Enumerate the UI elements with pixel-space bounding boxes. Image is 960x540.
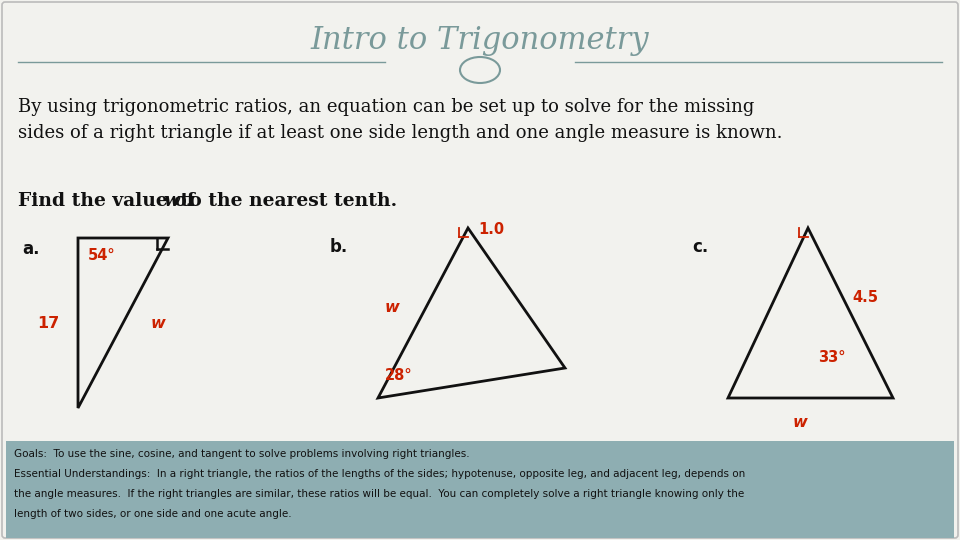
Text: b.: b.	[330, 238, 348, 256]
Text: the angle measures.  If the right triangles are similar, these ratios will be eq: the angle measures. If the right triangl…	[14, 489, 744, 499]
Text: w: w	[793, 415, 807, 430]
Text: w: w	[163, 192, 180, 210]
Bar	[6, 441, 954, 538]
Text: w: w	[385, 300, 399, 315]
Text: 33°: 33°	[818, 350, 846, 366]
Text: 28°: 28°	[385, 368, 413, 382]
Text: w: w	[151, 315, 165, 330]
Text: c.: c.	[692, 238, 708, 256]
Text: length of two sides, or one side and one acute angle.: length of two sides, or one side and one…	[14, 509, 292, 519]
Text: to the nearest tenth.: to the nearest tenth.	[174, 192, 397, 210]
Text: 54°: 54°	[88, 248, 115, 263]
Text: Find the value of: Find the value of	[18, 192, 202, 210]
Text: 4.5: 4.5	[852, 291, 878, 306]
Text: 17: 17	[36, 315, 60, 330]
Text: By using trigonometric ratios, an equation can be set up to solve for the missin: By using trigonometric ratios, an equati…	[18, 98, 782, 141]
Text: Essential Understandings:  In a right triangle, the ratios of the lengths of the: Essential Understandings: In a right tri…	[14, 469, 745, 479]
Text: a.: a.	[22, 240, 39, 258]
Ellipse shape	[460, 57, 500, 83]
Text: Intro to Trigonometry: Intro to Trigonometry	[311, 24, 649, 56]
Text: 1.0: 1.0	[478, 222, 504, 237]
Text: Goals:  To use the sine, cosine, and tangent to solve problems involving right t: Goals: To use the sine, cosine, and tang…	[14, 449, 469, 459]
